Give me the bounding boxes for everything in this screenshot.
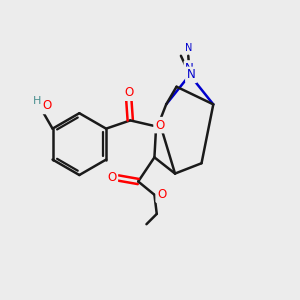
Text: O: O [157, 188, 167, 201]
Text: O: O [107, 172, 116, 184]
Text: H: H [33, 96, 41, 106]
Text: O: O [124, 86, 134, 99]
Text: N: N [187, 68, 196, 81]
Text: N: N [184, 43, 192, 52]
Text: O: O [43, 100, 52, 112]
Text: O: O [155, 118, 164, 132]
Text: N: N [185, 62, 194, 75]
